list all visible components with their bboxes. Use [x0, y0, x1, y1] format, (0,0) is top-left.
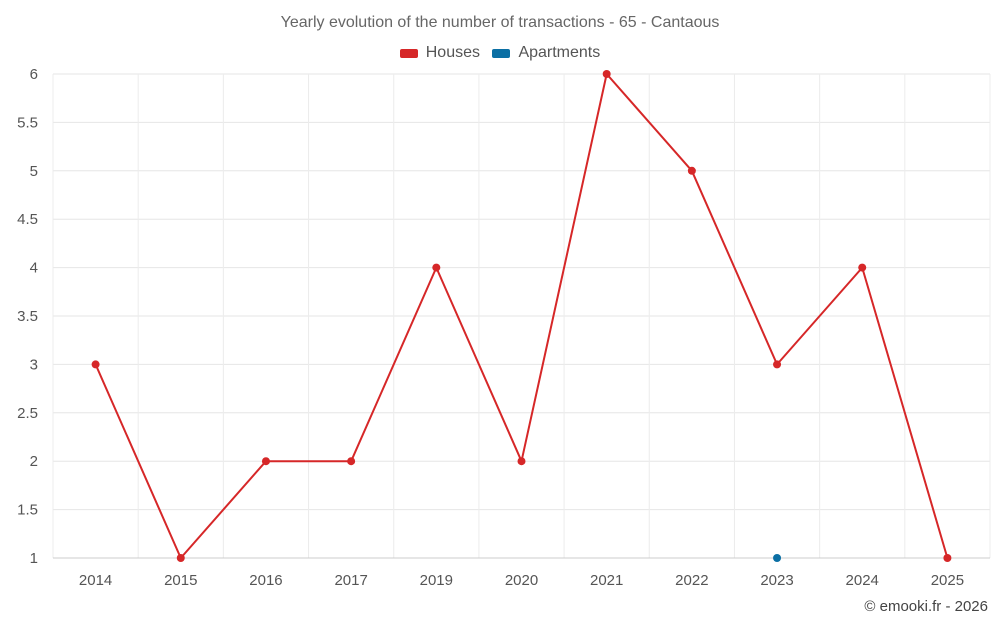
data-point-houses[interactable] — [347, 457, 356, 466]
data-point-houses[interactable] — [432, 263, 441, 272]
credit-text: © emooki.fr - 2026 — [864, 598, 988, 615]
x-axis: 2014 2015 2016 2017 2019 2020 2021 2022 2023 2024… — [53, 557, 990, 589]
chart-legend: Houses Apartments — [0, 44, 1000, 63]
x-tick-label: 2021 — [590, 572, 623, 589]
grid-lines — [52, 73, 991, 559]
legend-swatch-houses — [399, 48, 418, 58]
y-tick-label: 4.5 — [17, 211, 38, 228]
data-point-houses[interactable] — [943, 554, 952, 562]
legend-label-houses: Houses — [425, 44, 480, 61]
x-tick-label: 2019 — [420, 572, 453, 589]
y-tick-label: 2.5 — [17, 405, 38, 422]
data-point-houses[interactable] — [517, 457, 526, 466]
data-point-apartments[interactable] — [773, 554, 782, 562]
x-tick-label: 2015 — [164, 572, 197, 589]
data-point-houses[interactable] — [858, 263, 867, 272]
y-tick-label: 6 — [30, 66, 38, 83]
data-point-houses[interactable] — [773, 360, 782, 369]
data-point-houses[interactable] — [176, 554, 185, 562]
y-tick-label: 3.5 — [17, 308, 38, 325]
y-tick-label: 2 — [30, 453, 38, 470]
y-tick-label: 4 — [30, 260, 38, 277]
legend-item-houses[interactable]: Houses — [399, 44, 480, 62]
x-tick-label: 2014 — [79, 572, 112, 589]
legend-item-apartments[interactable]: Apartments — [492, 44, 600, 62]
x-tick-label: 2025 — [931, 572, 964, 589]
legend-label-apartments: Apartments — [518, 44, 601, 61]
chart-title: Yearly evolution of the number of transa… — [280, 14, 720, 31]
x-tick-label: 2017 — [334, 572, 367, 589]
y-tick-label: 5.5 — [17, 114, 38, 131]
x-tick-label: 2024 — [846, 572, 879, 589]
legend-swatch-apartments — [492, 48, 511, 58]
x-tick-label: 2020 — [505, 572, 538, 589]
y-axis: 1 1.5 2 2.5 3 3.5 4 4.5 5 5.5 6 — [17, 66, 38, 567]
y-tick-label: 1.5 — [17, 502, 38, 519]
y-tick-label: 1 — [30, 550, 38, 567]
series-layer — [91, 70, 952, 562]
data-point-houses[interactable] — [261, 457, 270, 466]
data-point-houses[interactable] — [687, 166, 696, 175]
y-tick-label: 5 — [30, 163, 38, 180]
x-tick-label: 2016 — [249, 572, 282, 589]
data-point-houses[interactable] — [91, 360, 100, 369]
x-tick-label: 2023 — [760, 572, 793, 589]
x-tick-label: 2022 — [675, 572, 708, 589]
y-tick-label: 3 — [30, 356, 38, 373]
data-point-houses[interactable] — [602, 70, 611, 78]
